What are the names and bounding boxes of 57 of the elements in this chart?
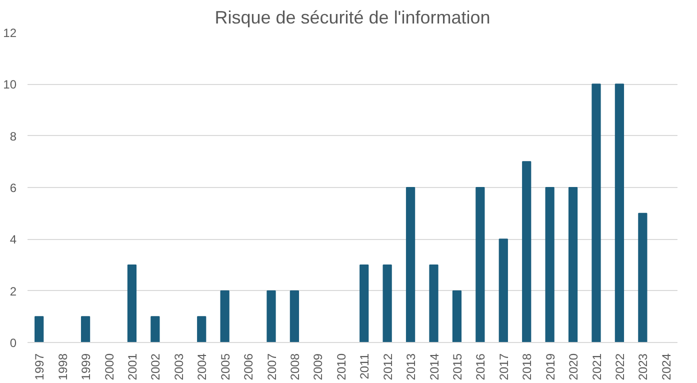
x-tick-label: 2009 [311, 353, 326, 380]
x-tick-label: 2023 [636, 353, 650, 380]
x-tick-label: 1998 [56, 353, 70, 380]
x-tick-label: 2003 [172, 353, 186, 380]
bar [266, 290, 276, 342]
x-tick-label: 1999 [79, 353, 94, 380]
x-tick-label: 2007 [264, 353, 279, 380]
x-tick-label: 2010 [334, 353, 348, 380]
bar [150, 316, 160, 342]
x-tick-label: 2024 [659, 353, 674, 380]
x-tick-label: 2000 [102, 353, 116, 380]
x-tick-label: 2012 [380, 353, 395, 380]
x-tick-label: 2014 [427, 353, 442, 380]
x-tick-label: 2002 [148, 353, 163, 380]
x-tick-label: 1997 [32, 353, 47, 380]
bar [568, 187, 578, 342]
bar [452, 290, 462, 342]
bar [406, 187, 416, 342]
x-tick-label: 2011 [358, 353, 372, 380]
bar [476, 187, 485, 342]
bar [197, 316, 206, 342]
x-tick-label: 2020 [566, 353, 581, 380]
bar [80, 316, 90, 342]
y-tick-label: 0 [10, 336, 17, 350]
bar [545, 187, 554, 342]
y-tick-label: 8 [10, 129, 17, 144]
x-tick-label: 2018 [520, 353, 534, 380]
x-tick-label: 2013 [404, 353, 418, 380]
bar [220, 290, 230, 342]
bar [360, 264, 369, 342]
x-tick-label: 2004 [195, 353, 210, 380]
bar [382, 264, 392, 342]
x-tick-label: 2021 [590, 353, 604, 380]
chart-title: Risque de sécurité de l'information [214, 8, 490, 28]
bar [34, 316, 44, 342]
y-tick-label: 2 [10, 284, 17, 298]
x-tick-label: 2016 [474, 353, 488, 380]
x-tick-label: 2001 [125, 353, 140, 380]
x-tick-label: 2008 [288, 353, 302, 380]
bar [638, 212, 648, 342]
x-tick-label: 2015 [450, 353, 464, 380]
bar [522, 161, 532, 342]
y-tick-label: 10 [3, 78, 17, 92]
x-tick-label: 2022 [612, 353, 627, 380]
y-tick-label: 6 [10, 181, 17, 195]
x-tick-label: 2006 [242, 353, 256, 380]
bar [429, 264, 438, 342]
x-tick-label: 2017 [496, 353, 511, 380]
y-tick-label: 4 [10, 232, 17, 247]
x-tick-label: 2019 [543, 353, 558, 380]
bar [127, 264, 137, 342]
x-tick-label: 2005 [218, 353, 232, 380]
bar [592, 84, 601, 342]
bar [290, 290, 300, 342]
bar [498, 238, 508, 342]
y-tick-label: 12 [3, 26, 17, 40]
bar [614, 84, 624, 342]
